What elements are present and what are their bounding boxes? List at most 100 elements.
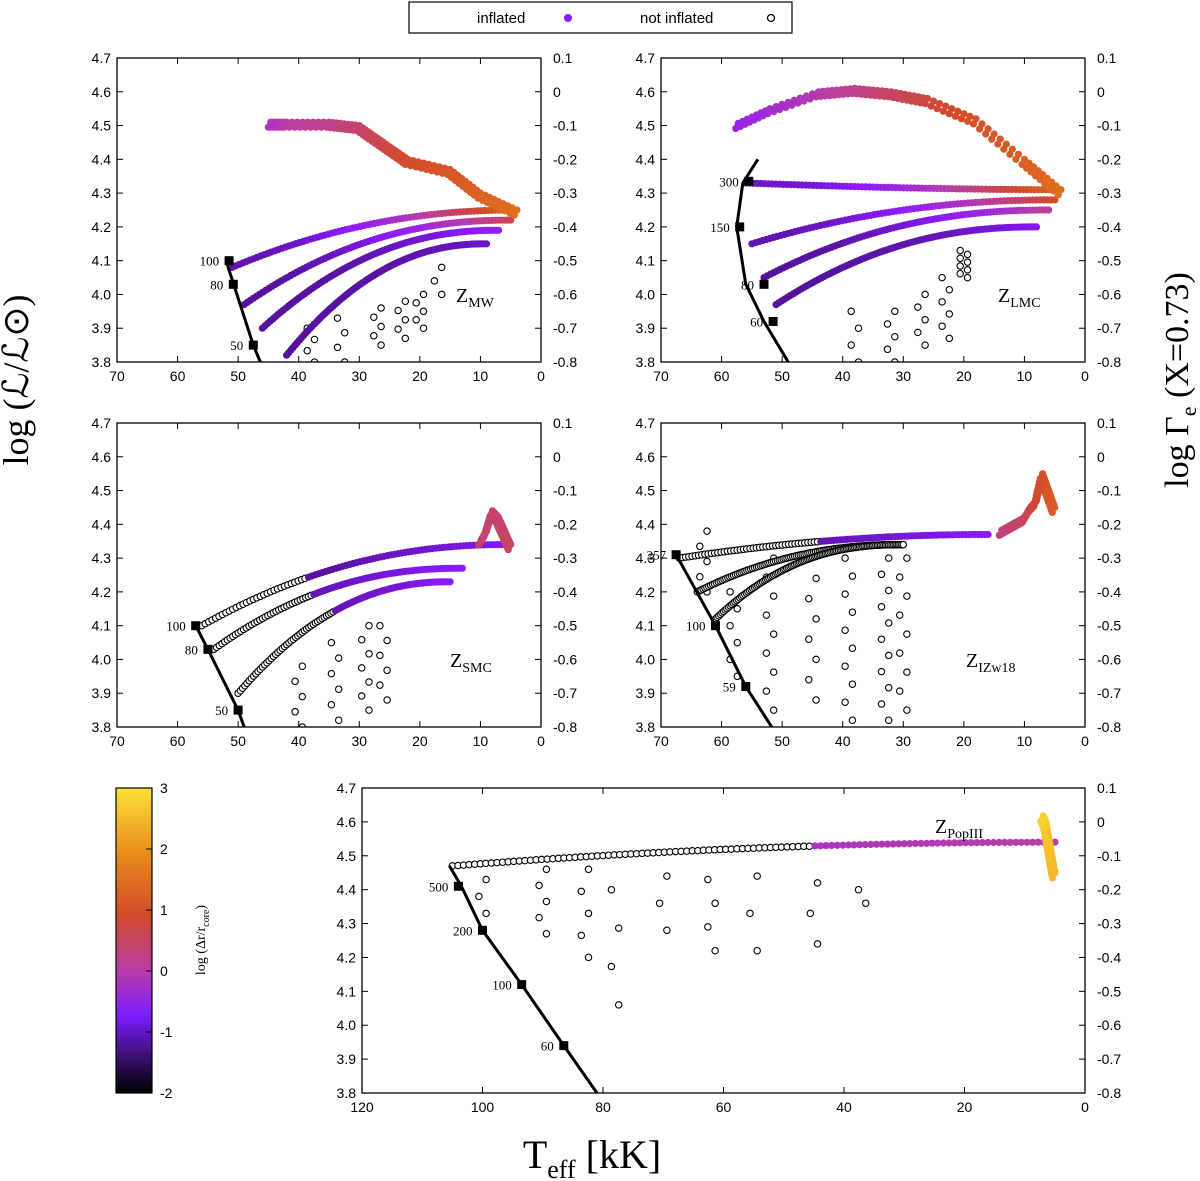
- y2-tick-label: 0: [1097, 84, 1105, 100]
- inflated-point: [939, 107, 947, 115]
- y2-tick-label: -0.8: [553, 354, 577, 370]
- y2-tick-label: -0.2: [1097, 151, 1121, 167]
- panel-title-sub: MW: [468, 296, 494, 311]
- not-inflated-point: [812, 615, 820, 623]
- x-tick-label: 0: [537, 733, 545, 749]
- not-inflated-point: [883, 320, 892, 328]
- not-inflated-point: [704, 875, 712, 884]
- y-tick-label: 4.3: [92, 185, 112, 201]
- panel-title-sub: IZw18: [978, 661, 1015, 676]
- inflated-point: [939, 839, 947, 847]
- zams-mass-marker: [768, 317, 778, 326]
- inflated-point: [482, 240, 491, 248]
- not-inflated-point: [945, 285, 954, 294]
- x-label-main: T: [523, 1132, 547, 1177]
- panel-title: ZMW: [456, 285, 495, 311]
- x-label-sub: eff: [547, 1155, 576, 1181]
- inflated-point: [963, 117, 972, 125]
- not-inflated-point: [334, 685, 343, 693]
- not-inflated-point: [584, 909, 593, 918]
- x-tick-label: 20: [412, 733, 428, 749]
- y-tick-label: 4.0: [636, 651, 656, 667]
- not-inflated-point: [891, 307, 899, 316]
- inflated-point: [934, 839, 942, 847]
- y2-tick-label: -0.2: [553, 516, 577, 532]
- not-inflated-point: [365, 621, 373, 630]
- inflated-point: [957, 115, 966, 123]
- not-inflated-point: [482, 875, 490, 884]
- y2-tick-label: 0.1: [1097, 780, 1117, 796]
- not-inflated-point: [437, 290, 446, 299]
- not-inflated-point: [584, 865, 593, 874]
- inflated-point: [883, 840, 892, 848]
- not-inflated-point: [607, 885, 616, 894]
- y2-tick-label: -0.1: [553, 483, 577, 499]
- y-tick-label: 4.7: [636, 415, 656, 431]
- inflated-point: [945, 839, 953, 847]
- not-inflated-point: [956, 254, 964, 263]
- legend: inflated not inflated: [408, 1, 793, 34]
- x-tick-label: 50: [230, 368, 246, 384]
- not-inflated-point: [848, 608, 857, 616]
- y-tick-label: 3.8: [92, 719, 112, 735]
- x-tick-label: 60: [170, 368, 186, 384]
- x-tick-label: 40: [291, 368, 307, 384]
- y-tick-label: 4.3: [92, 550, 112, 566]
- x-tick-label: 50: [774, 368, 790, 384]
- not-inflated-point: [753, 872, 761, 880]
- not-inflated-point: [370, 313, 378, 321]
- y-tick-label: 4.1: [636, 618, 656, 634]
- inflated-point: [839, 841, 847, 849]
- y2-tick-label: 0: [1097, 449, 1105, 465]
- inflated-point: [973, 839, 981, 847]
- zams-mass-label: 50: [215, 703, 228, 718]
- x-label-tail: [kK]: [576, 1132, 662, 1177]
- not-inflated-point: [383, 696, 391, 704]
- inflated-point: [995, 838, 1003, 847]
- inflated-point: [867, 840, 875, 849]
- not-inflated-point: [848, 680, 857, 688]
- inflated-point: [811, 842, 819, 850]
- not-inflated-point: [963, 258, 972, 266]
- not-inflated-point: [370, 332, 378, 340]
- not-inflated-point: [733, 605, 742, 613]
- y2-tick-label: -0.2: [1097, 516, 1121, 532]
- y-tick-label: 4.6: [636, 84, 656, 100]
- y-tick-label: 3.9: [337, 1051, 357, 1067]
- not-inflated-point: [921, 316, 929, 324]
- y-tick-label: 4.5: [636, 483, 656, 499]
- y2-tick-label: 0.1: [1097, 50, 1117, 66]
- zams-mass-marker: [744, 176, 754, 186]
- inflated-point: [828, 841, 836, 850]
- not-inflated-point: [769, 592, 778, 600]
- not-inflated-point: [884, 651, 893, 660]
- inflated-point: [911, 839, 920, 848]
- not-inflated-point: [848, 644, 857, 652]
- y2-tick-label: -0.7: [553, 320, 577, 336]
- x-tick-label: 0: [1081, 368, 1089, 384]
- not-inflated-point: [921, 290, 929, 299]
- y2-tick-label: -0.6: [1097, 286, 1121, 302]
- not-inflated-point: [726, 621, 734, 630]
- x-tick-label: 50: [774, 733, 790, 749]
- not-inflated-point: [303, 346, 311, 355]
- not-inflated-point: [762, 687, 771, 695]
- not-inflated-point: [419, 307, 428, 316]
- not-inflated-point: [769, 630, 778, 638]
- x-tick-label: 50: [230, 733, 246, 749]
- not-inflated-point: [841, 590, 849, 598]
- zams-mass-marker: [228, 279, 238, 289]
- inflated-point: [732, 124, 740, 133]
- not-inflated-point: [805, 594, 813, 603]
- y-tick-label: 3.8: [636, 719, 656, 735]
- not-inflated-point: [377, 304, 385, 312]
- not-inflated-point: [769, 706, 778, 714]
- panel-title-sub: PopIII: [947, 827, 983, 842]
- not-inflated-point: [884, 586, 893, 595]
- not-inflated-point: [437, 263, 446, 272]
- inflated-point: [978, 839, 987, 847]
- not-inflated-point: [914, 303, 922, 311]
- inflated-point: [1012, 155, 1020, 163]
- legend-not-inflated-marker: [766, 13, 776, 23]
